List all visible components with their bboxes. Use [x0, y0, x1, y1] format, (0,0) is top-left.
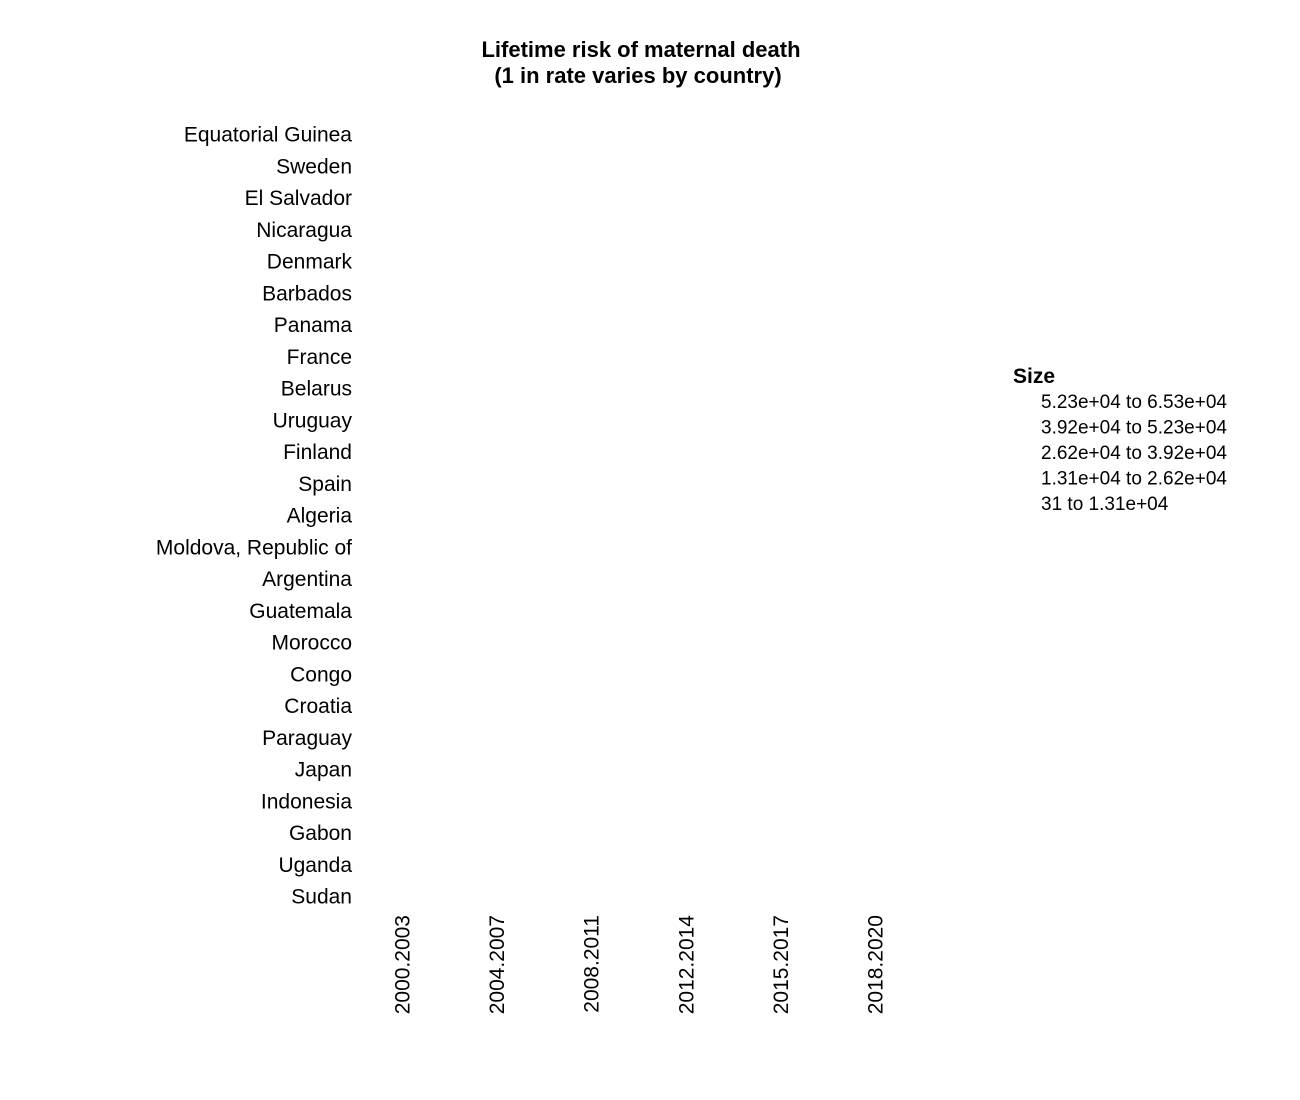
y-tick-label: Morocco — [271, 632, 352, 655]
legend-items: 5.23e+04 to 6.53e+04 3.92e+04 to 5.23e+04… — [1041, 392, 1227, 515]
y-tick-label: El Salvador — [245, 187, 352, 210]
legend-item-label: 2.62e+04 to 3.92e+04 — [1041, 443, 1227, 464]
y-tick-label: Uganda — [278, 854, 352, 877]
y-tick-label: Paraguay — [262, 727, 352, 750]
y-tick-label: Sudan — [291, 886, 352, 909]
x-axis-labels: 2000.2003 2004.2007 2008.2011 2012.2014 2015… — [392, 915, 888, 1015]
y-tick-label: Algeria — [287, 505, 353, 528]
y-tick-label: Nicaragua — [256, 219, 352, 242]
y-tick-label: Sweden — [276, 155, 352, 178]
legend: Size 5.23e+04 to 6.53e+04 3.92e+04 to 5.2… — [1013, 365, 1227, 515]
x-tick-label: 2015.2017 — [770, 915, 793, 1014]
x-tick-label: 2000.2003 — [392, 915, 415, 1014]
y-tick-label: Barbados — [262, 282, 352, 305]
legend-item-label: 31 to 1.31e+04 — [1041, 494, 1169, 515]
y-tick-label: Gabon — [289, 822, 352, 845]
chart-title: Lifetime risk of maternal death — [481, 37, 800, 62]
x-tick-label: 2004.2007 — [486, 915, 509, 1014]
y-tick-label: Congo — [290, 663, 352, 686]
legend-item-label: 3.92e+04 to 5.23e+04 — [1041, 418, 1227, 439]
y-tick-label: Panama — [274, 314, 353, 337]
y-tick-label: Moldova, Republic of — [156, 536, 352, 559]
y-tick-label: Japan — [295, 759, 352, 782]
y-tick-label: Finland — [283, 441, 352, 464]
x-tick-label: 2008.2011 — [581, 915, 604, 1013]
x-tick-label: 2012.2014 — [675, 915, 698, 1015]
y-tick-label: Croatia — [284, 695, 352, 718]
y-tick-label: Argentina — [262, 568, 352, 591]
y-tick-label: Spain — [298, 473, 352, 496]
y-tick-label: Belarus — [281, 378, 352, 401]
legend-item-label: 1.31e+04 to 2.62e+04 — [1041, 469, 1227, 490]
y-axis-labels: Equatorial Guinea Sweden El Salvador Nicara… — [156, 124, 353, 909]
legend-item-label: 5.23e+04 to 6.53e+04 — [1041, 392, 1227, 413]
chart-subtitle: (1 in rate varies by country) — [494, 63, 781, 88]
y-tick-label: France — [287, 346, 352, 369]
y-tick-label: Denmark — [267, 251, 353, 274]
y-tick-label: Uruguay — [273, 409, 353, 432]
legend-title: Size — [1013, 365, 1055, 388]
y-tick-label: Guatemala — [249, 600, 352, 623]
x-tick-label: 2018.2020 — [865, 915, 888, 1014]
y-tick-label: Equatorial Guinea — [184, 124, 352, 147]
y-tick-label: Indonesia — [261, 790, 352, 813]
